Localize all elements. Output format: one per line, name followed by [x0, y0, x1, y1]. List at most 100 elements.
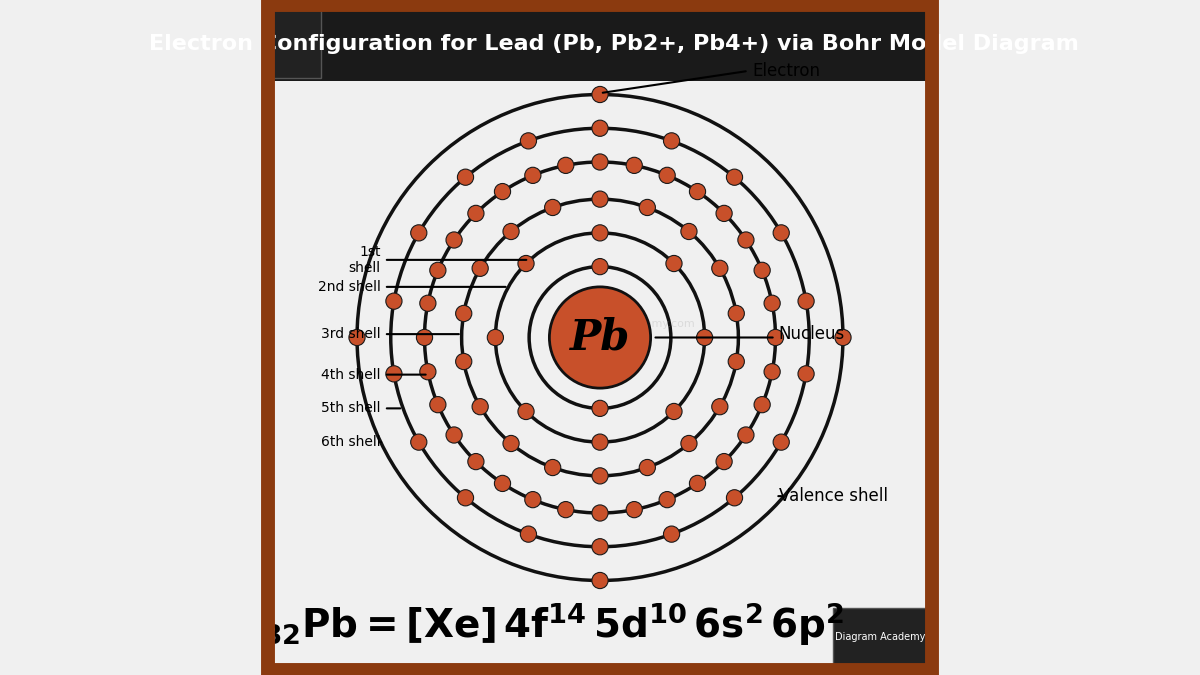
Circle shape: [696, 329, 713, 346]
Circle shape: [592, 539, 608, 555]
Text: 6th shell: 6th shell: [322, 435, 380, 449]
Circle shape: [664, 526, 679, 542]
Circle shape: [494, 184, 510, 200]
Circle shape: [472, 398, 488, 414]
Text: 4th shell: 4th shell: [322, 368, 380, 381]
Circle shape: [410, 225, 427, 241]
Circle shape: [487, 329, 504, 346]
Circle shape: [738, 427, 754, 443]
Circle shape: [764, 364, 780, 380]
Circle shape: [558, 157, 574, 173]
Text: diagramacademy.com: diagramacademy.com: [572, 319, 696, 329]
Circle shape: [592, 120, 608, 136]
Circle shape: [518, 404, 534, 420]
Text: 2nd shell: 2nd shell: [318, 280, 380, 294]
Circle shape: [754, 263, 770, 279]
Circle shape: [420, 364, 436, 380]
Circle shape: [716, 205, 732, 221]
Circle shape: [690, 475, 706, 491]
Circle shape: [798, 293, 814, 309]
Circle shape: [773, 434, 790, 450]
Circle shape: [726, 489, 743, 506]
Bar: [268, 5, 932, 81]
Circle shape: [798, 366, 814, 382]
Circle shape: [521, 133, 536, 149]
Circle shape: [659, 491, 676, 508]
Circle shape: [592, 400, 608, 416]
Circle shape: [592, 434, 608, 450]
Circle shape: [592, 572, 608, 589]
Text: 1st
shell: 1st shell: [348, 245, 380, 275]
Circle shape: [728, 354, 744, 370]
Circle shape: [738, 232, 754, 248]
Text: Electron: Electron: [752, 62, 820, 80]
Circle shape: [503, 223, 520, 240]
Circle shape: [666, 404, 682, 420]
Circle shape: [446, 427, 462, 443]
Circle shape: [420, 295, 436, 311]
Circle shape: [592, 468, 608, 484]
Circle shape: [416, 329, 433, 346]
Circle shape: [524, 491, 541, 508]
Circle shape: [456, 354, 472, 370]
Circle shape: [664, 133, 679, 149]
Text: Pb: Pb: [570, 317, 630, 358]
Circle shape: [430, 396, 446, 412]
Circle shape: [558, 502, 574, 518]
Text: Electron Configuration for Lead (Pb, Pb2+, Pb4+) via Bohr Model Diagram: Electron Configuration for Lead (Pb, Pb2…: [149, 34, 1079, 54]
Circle shape: [468, 454, 484, 470]
Circle shape: [728, 305, 744, 321]
Circle shape: [545, 460, 560, 476]
Circle shape: [712, 398, 728, 414]
Text: 3rd shell: 3rd shell: [322, 327, 380, 341]
Circle shape: [680, 435, 697, 452]
Circle shape: [410, 434, 427, 450]
Circle shape: [550, 287, 650, 388]
Circle shape: [446, 232, 462, 248]
Circle shape: [430, 263, 446, 279]
Circle shape: [773, 225, 790, 241]
Circle shape: [349, 329, 365, 346]
Circle shape: [768, 329, 784, 346]
Circle shape: [386, 366, 402, 382]
Circle shape: [754, 396, 770, 412]
Circle shape: [494, 475, 510, 491]
Circle shape: [592, 154, 608, 170]
Circle shape: [626, 157, 642, 173]
Text: Valence shell: Valence shell: [779, 487, 888, 505]
Circle shape: [592, 86, 608, 103]
Bar: [271, 10, 322, 78]
Circle shape: [712, 261, 728, 277]
Circle shape: [518, 255, 534, 271]
Circle shape: [835, 329, 851, 346]
Circle shape: [524, 167, 541, 184]
Circle shape: [659, 167, 676, 184]
Circle shape: [592, 191, 608, 207]
Circle shape: [468, 205, 484, 221]
Circle shape: [640, 199, 655, 215]
Text: $_{\mathbf{82}}$$\mathbf{Pb = [Xe]\,4f^{14}\,5d^{10}\,6s^{2}\,6p^{2}}$: $_{\mathbf{82}}$$\mathbf{Pb = [Xe]\,4f^{…: [262, 601, 844, 648]
Circle shape: [726, 169, 743, 186]
Circle shape: [386, 293, 402, 309]
Circle shape: [716, 454, 732, 470]
Circle shape: [592, 505, 608, 521]
Text: Nucleus: Nucleus: [779, 325, 845, 343]
Text: 5th shell: 5th shell: [322, 402, 380, 415]
Bar: [833, 608, 928, 665]
Circle shape: [626, 502, 642, 518]
Circle shape: [666, 255, 682, 271]
Circle shape: [456, 305, 472, 321]
Circle shape: [472, 260, 488, 277]
Circle shape: [592, 259, 608, 275]
Circle shape: [457, 489, 474, 506]
Circle shape: [640, 460, 655, 476]
Circle shape: [545, 199, 560, 215]
Circle shape: [592, 225, 608, 241]
Circle shape: [764, 295, 780, 311]
Circle shape: [690, 184, 706, 200]
Text: Diagram Academy: Diagram Academy: [835, 632, 925, 641]
Circle shape: [680, 223, 697, 240]
Circle shape: [503, 435, 520, 452]
Circle shape: [457, 169, 474, 186]
Circle shape: [521, 526, 536, 542]
